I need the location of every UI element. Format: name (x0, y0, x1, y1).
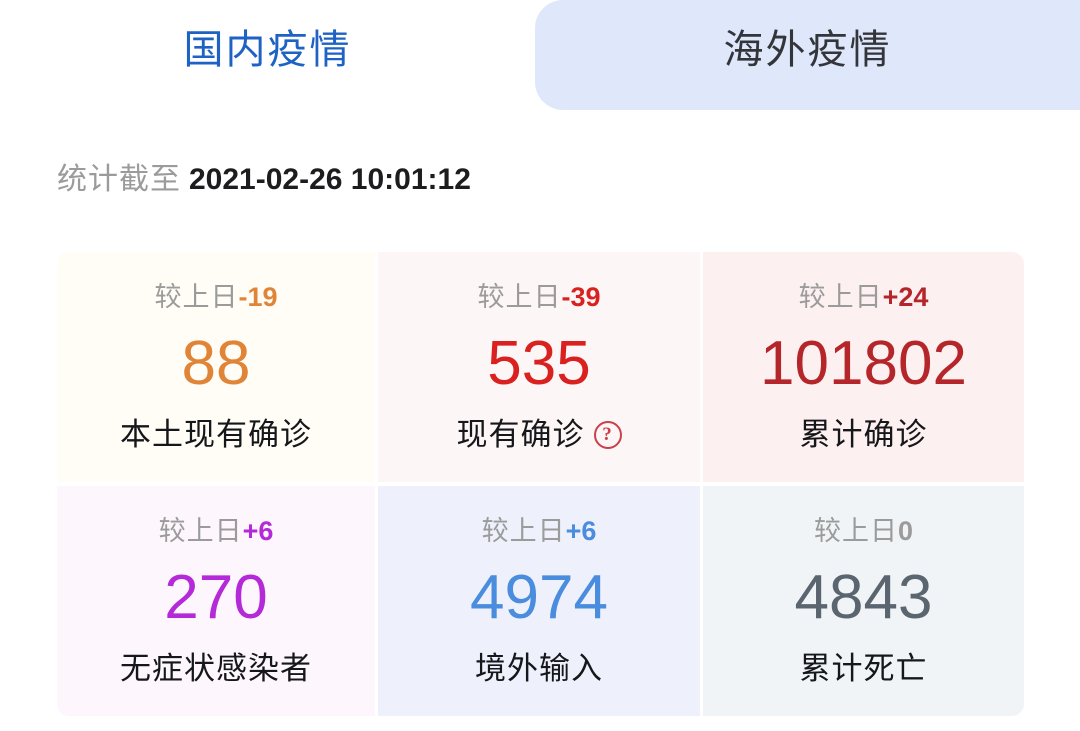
delta-value: +24 (882, 282, 929, 312)
stat-caption: 累计死亡 (800, 653, 928, 684)
stat-value: 270 (164, 563, 268, 632)
stat-caption: 现有确诊? (457, 419, 622, 450)
stat-value: 4974 (470, 563, 608, 632)
stat-card-grid: 较上日-19 88 本土现有确诊 较上日-39 535 现有确诊? 较上日+24 101802… (57, 252, 1024, 716)
stat-card-current-confirmed[interactable]: 较上日-39 535 现有确诊? (378, 252, 700, 482)
delta-value: +6 (565, 516, 597, 546)
delta-row: 较上日+6 (482, 518, 597, 545)
delta-label: 较上日 (158, 516, 243, 546)
stat-value: 4843 (794, 563, 933, 632)
stat-value: 101802 (760, 329, 967, 398)
delta-row: 较上日0 (814, 518, 913, 545)
stat-value: 535 (487, 329, 591, 398)
stat-caption-text: 境外输入 (475, 651, 603, 686)
delta-row: 较上日+24 (799, 284, 929, 311)
statistics-timestamp: 统计截至 2021-02-26 10:01:12 (57, 160, 471, 199)
stat-value: 88 (181, 329, 251, 398)
delta-value: -19 (238, 282, 278, 312)
delta-row: 较上日-19 (154, 284, 277, 311)
delta-value: +6 (242, 516, 274, 546)
stat-caption: 无症状感染者 (120, 653, 312, 684)
tab-overseas-label: 海外疫情 (723, 28, 892, 72)
delta-label: 较上日 (481, 516, 566, 546)
delta-label: 较上日 (798, 282, 883, 312)
delta-label: 较上日 (154, 282, 239, 312)
stat-caption-text: 累计死亡 (799, 651, 928, 686)
stat-caption-text: 现有确诊 (456, 417, 585, 452)
delta-row: 较上日-39 (477, 284, 600, 311)
stat-caption-text: 无症状感染者 (120, 651, 312, 686)
timestamp-prefix: 统计截至 (57, 163, 181, 196)
delta-value: -39 (561, 282, 601, 312)
stat-caption: 境外输入 (475, 653, 603, 684)
stat-caption: 本土现有确诊 (120, 419, 312, 450)
stat-card-imported[interactable]: 较上日+6 4974 境外输入 (378, 486, 700, 716)
delta-label: 较上日 (477, 282, 562, 312)
delta-value: 0 (897, 516, 914, 546)
delta-label: 较上日 (813, 516, 898, 546)
stat-card-asymptomatic[interactable]: 较上日+6 270 无症状感染者 (57, 486, 375, 716)
stat-card-total-deaths[interactable]: 较上日0 4843 累计死亡 (703, 486, 1024, 716)
tab-domestic[interactable]: 国内疫情 (0, 0, 535, 110)
stat-card-local-active[interactable]: 较上日-19 88 本土现有确诊 (57, 252, 375, 482)
tab-domestic-label: 国内疫情 (183, 28, 352, 72)
help-question-icon[interactable]: ? (593, 420, 622, 449)
stat-caption-text: 累计确诊 (799, 417, 928, 452)
stat-card-total-confirmed[interactable]: 较上日+24 101802 累计确诊 (703, 252, 1024, 482)
tab-overseas[interactable]: 海外疫情 (535, 0, 1080, 110)
tab-bar: 国内疫情 海外疫情 (0, 0, 1080, 110)
timestamp-value: 2021-02-26 10:01:12 (189, 163, 471, 196)
delta-row: 较上日+6 (159, 518, 274, 545)
stat-caption: 累计确诊 (800, 419, 928, 450)
stat-caption-text: 本土现有确诊 (120, 417, 312, 452)
